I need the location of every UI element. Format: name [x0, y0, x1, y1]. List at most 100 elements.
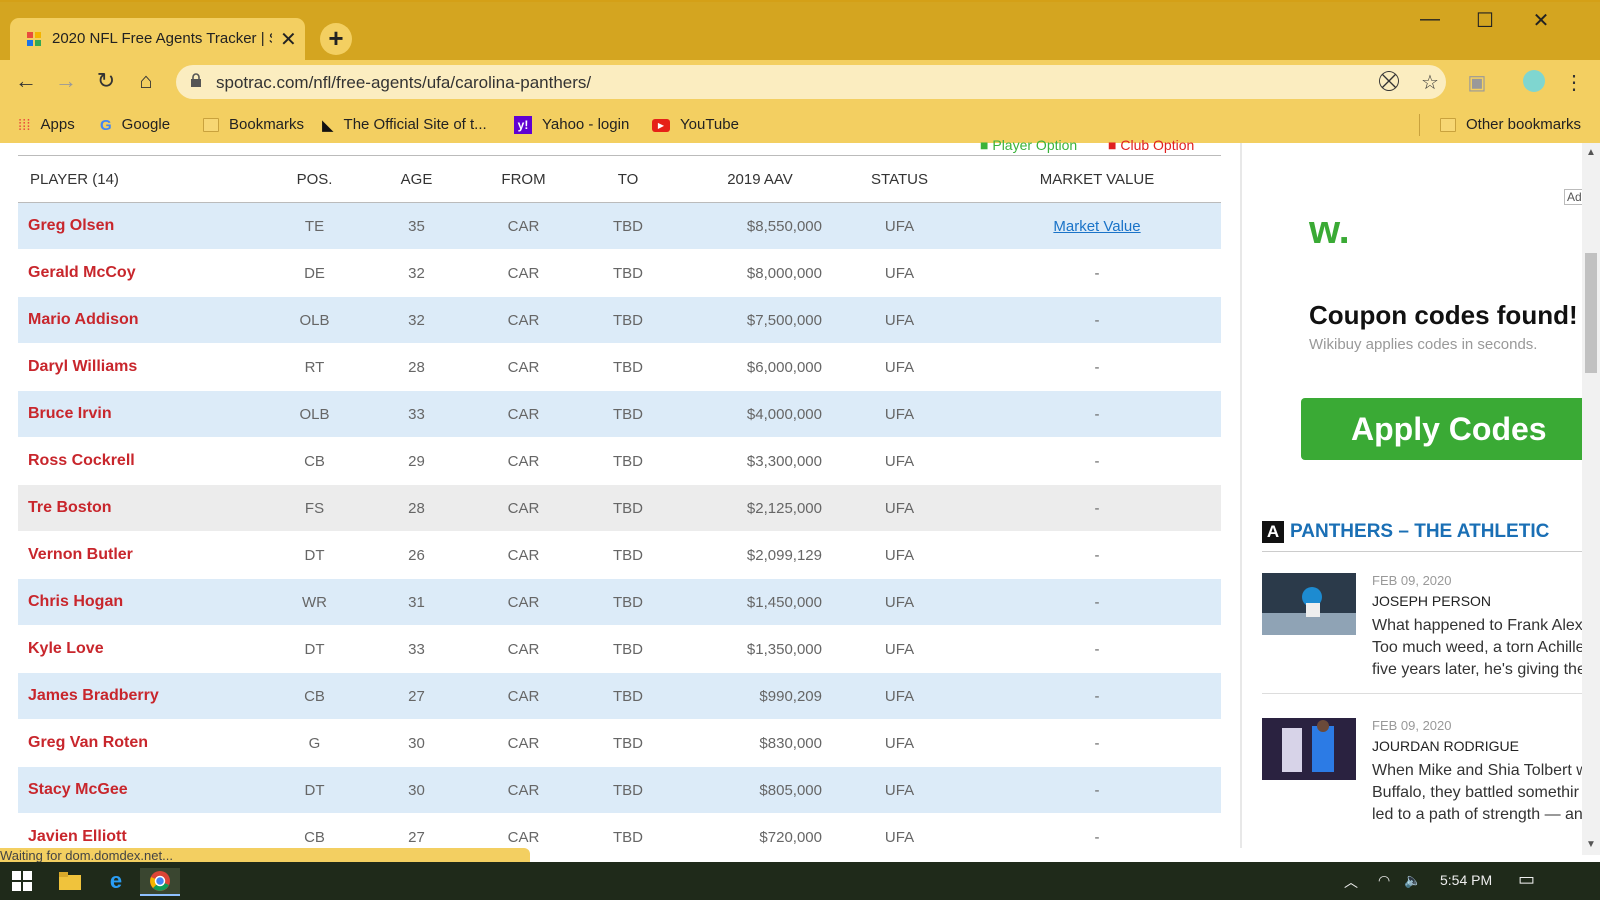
cell-to: TBD	[562, 813, 694, 861]
cell-age: 32	[348, 249, 485, 297]
cell-aav: $1,450,000	[694, 578, 826, 626]
bookmark-label: Apps	[40, 116, 75, 133]
address-bar[interactable]: spotrac.com/nfl/free-agents/ufa/carolina…	[176, 65, 1446, 99]
bookmark-apps[interactable]: ⁞⁞⁞ Apps	[18, 116, 75, 134]
player-name-link[interactable]: James Bradberry	[18, 672, 281, 720]
tab-close-icon[interactable]: ✕	[280, 29, 297, 51]
file-explorer-icon[interactable]	[50, 868, 90, 894]
col-pos[interactable]: POS.	[281, 155, 348, 203]
cell-to: TBD	[562, 578, 694, 626]
cell-to: TBD	[562, 249, 694, 297]
player-name-link[interactable]: Greg Van Roten	[18, 719, 281, 767]
player-name-link[interactable]: Daryl Williams	[18, 343, 281, 391]
tab-strip: 2020 NFL Free Agents Tracker | Sp ✕ + — …	[0, 2, 1600, 61]
col-player[interactable]: PLAYER (14)	[18, 155, 281, 203]
bookmark-folder[interactable]: Bookmarks	[203, 116, 304, 133]
start-windows-icon[interactable]	[2, 868, 42, 894]
profile-avatar-icon[interactable]	[1520, 70, 1548, 98]
maximize-icon[interactable]: ☐	[1476, 10, 1494, 32]
cell-pos: OLB	[281, 296, 348, 344]
scroll-up-arrow-icon[interactable]: ▲	[1586, 147, 1596, 158]
bookmark-youtube[interactable]: ▶ YouTube	[652, 116, 739, 133]
cell-status: UFA	[826, 343, 973, 391]
athletic-header[interactable]: A PANTHERS – THE ATHLETIC	[1262, 521, 1586, 553]
athletic-story[interactable]: FEB 09, 2020 JOURDAN RODRIGUE When Mike …	[1262, 718, 1586, 848]
player-name-link[interactable]: Bruce Irvin	[18, 390, 281, 438]
player-name-link[interactable]: Chris Hogan	[18, 578, 281, 626]
cell-to: TBD	[562, 672, 694, 720]
window-close-icon[interactable]: ✕	[1532, 10, 1550, 32]
new-tab-button[interactable]: +	[320, 23, 352, 55]
cell-pos: RT	[281, 343, 348, 391]
cell-aav: $830,000	[694, 719, 826, 767]
scroll-down-arrow-icon[interactable]: ▼	[1586, 839, 1596, 850]
bookmark-star-icon[interactable]: ☆	[1421, 72, 1439, 94]
extension-icon[interactable]: ▣	[1467, 72, 1487, 94]
back-arrow-icon[interactable]: ←	[15, 68, 37, 93]
col-status[interactable]: STATUS	[826, 155, 973, 203]
apps-grid-icon: ⁞⁞⁞	[18, 116, 31, 134]
cell-market-value: -	[973, 578, 1221, 626]
blocked-cookie-icon[interactable]: ⛒	[1378, 70, 1400, 92]
wikibuy-ad[interactable]: w. Coupon codes found! Wikibuy applies c…	[1293, 188, 1591, 496]
page-scrollbar[interactable]: ▲ ▼	[1582, 143, 1600, 855]
spotrac-favicon-icon	[27, 32, 41, 46]
col-market-value[interactable]: MARKET VALUE	[973, 155, 1221, 203]
col-from[interactable]: FROM	[485, 155, 562, 203]
cell-from: CAR	[485, 390, 562, 438]
cell-market-value: -	[973, 484, 1221, 532]
player-name-link[interactable]: Stacy McGee	[18, 766, 281, 814]
table-row: Kyle Love DT 33 CAR TBD $1,350,000 UFA -	[18, 625, 1221, 673]
player-name-link[interactable]: Greg Olsen	[18, 202, 281, 250]
clock-time[interactable]: 5:54 PM	[1440, 872, 1493, 888]
story-blurb[interactable]: What happened to Frank Alex Too much wee…	[1372, 615, 1586, 681]
athletic-widget: A PANTHERS – THE ATHLETIC FEB 09, 2020 JO…	[1262, 521, 1586, 823]
other-bookmarks[interactable]: Other bookmarks	[1440, 116, 1581, 133]
story-blurb[interactable]: When Mike and Shia Tolbert w Buffalo, th…	[1372, 760, 1586, 826]
legend-club-option: ■ Club Option	[1108, 137, 1195, 153]
apply-codes-button[interactable]: Apply Codes	[1301, 398, 1591, 460]
player-name-link[interactable]: Tre Boston	[18, 484, 281, 532]
player-name-link[interactable]: Mario Addison	[18, 296, 281, 344]
table-row: Greg Olsen TE 35 CAR TBD $8,550,000 UFA Market …	[18, 202, 1221, 250]
col-age[interactable]: AGE	[348, 155, 485, 203]
wikibuy-logo: w.	[1309, 208, 1350, 252]
market-value-link[interactable]: Market Value	[1053, 217, 1141, 235]
notifications-icon[interactable]: ▭	[1518, 869, 1536, 889]
chrome-icon[interactable]	[140, 868, 180, 896]
cell-from: CAR	[485, 672, 562, 720]
bookmark-yahoo[interactable]: y! Yahoo - login	[514, 116, 629, 135]
table-header-row: PLAYER (14) POS. AGE FROM TO 2019 AAV ST…	[18, 155, 1221, 203]
tray-chevron-icon[interactable]: ︿	[1344, 874, 1358, 890]
scrollbar-thumb[interactable]	[1585, 253, 1597, 373]
bookmark-panthers[interactable]: ◣ The Official Site of t...	[322, 116, 487, 134]
forward-arrow-icon[interactable]: →	[55, 68, 77, 93]
col-to[interactable]: TO	[562, 155, 694, 203]
menu-kebab-icon[interactable]: ⋮	[1564, 72, 1584, 94]
player-name-link[interactable]: Ross Cockrell	[18, 437, 281, 485]
minimize-icon[interactable]: —	[1420, 8, 1440, 30]
blurb-line: five years later, he's giving the	[1372, 661, 1586, 678]
bookmarks-divider	[1419, 114, 1420, 136]
story-thumbnail[interactable]	[1262, 573, 1356, 635]
athletic-story[interactable]: FEB 09, 2020 JOSEPH PERSON What happened…	[1262, 573, 1586, 703]
volume-icon[interactable]: 🔈	[1404, 872, 1422, 888]
player-name-link[interactable]: Kyle Love	[18, 625, 281, 673]
browser-tab[interactable]: 2020 NFL Free Agents Tracker | Sp ✕	[10, 18, 305, 61]
cell-aav: $990,209	[694, 672, 826, 720]
home-icon[interactable]: ⌂	[139, 68, 153, 93]
cell-market-value: -	[973, 531, 1221, 579]
player-name-link[interactable]: Vernon Butler	[18, 531, 281, 579]
bookmark-google[interactable]: G Google	[100, 116, 170, 134]
panther-logo-icon: ◣	[322, 117, 334, 135]
col-aav[interactable]: 2019 AAV	[694, 155, 826, 203]
story-date: FEB 09, 2020	[1372, 718, 1452, 733]
cell-aav: $2,099,129	[694, 531, 826, 579]
wifi-icon[interactable]: ◠	[1378, 872, 1391, 888]
story-thumbnail[interactable]	[1262, 718, 1356, 780]
player-name-link[interactable]: Gerald McCoy	[18, 249, 281, 297]
internet-explorer-icon[interactable]: e	[109, 868, 123, 893]
cell-to: TBD	[562, 531, 694, 579]
cell-status: UFA	[826, 578, 973, 626]
reload-icon[interactable]: ↻	[96, 68, 116, 93]
